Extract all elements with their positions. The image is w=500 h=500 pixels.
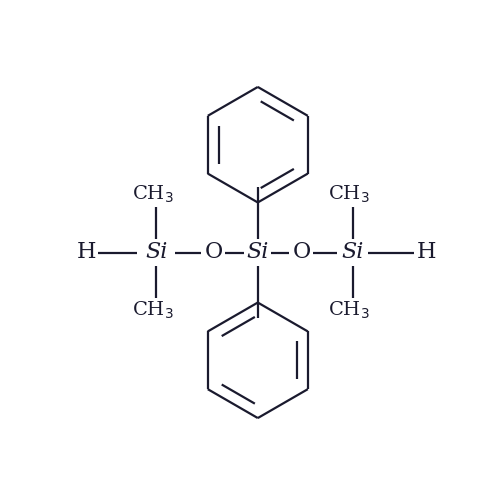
Text: H: H: [416, 242, 436, 264]
Text: CH$_3$: CH$_3$: [132, 300, 173, 321]
Text: CH$_3$: CH$_3$: [328, 184, 370, 206]
Text: CH$_3$: CH$_3$: [132, 184, 173, 206]
Text: Si: Si: [246, 242, 269, 264]
Text: Si: Si: [342, 242, 363, 264]
Text: Si: Si: [145, 242, 168, 264]
Text: O: O: [205, 242, 223, 264]
Text: CH$_3$: CH$_3$: [328, 300, 370, 321]
Text: H: H: [76, 242, 96, 264]
Text: O: O: [292, 242, 311, 264]
